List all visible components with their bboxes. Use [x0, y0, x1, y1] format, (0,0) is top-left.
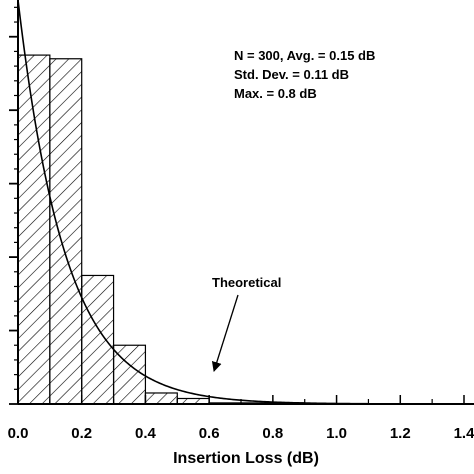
x-tick-label: 0.2 [71, 425, 92, 442]
x-axis-ticks: 0.0 0.2 0.4 0.6 0.8 1.0 1.2 1.4 [8, 395, 474, 442]
axes [17, 0, 474, 405]
histogram-bar [17, 54, 51, 405]
histogram-bars [17, 54, 306, 405]
x-tick-label: 0.8 [262, 425, 283, 442]
theoretical-label: Theoretical [212, 275, 281, 290]
histogram-bar [144, 392, 178, 405]
x-tick-label: 1.0 [326, 425, 347, 442]
x-tick-label: 1.2 [390, 425, 411, 442]
theoretical-arrow [211, 294, 239, 372]
histogram-bar [81, 274, 115, 405]
x-tick-label: 0.0 [8, 425, 29, 442]
x-axis-title: Insertion Loss (dB) [173, 450, 319, 467]
stats-line-2: Std. Dev. = 0.11 dB [234, 67, 349, 82]
stats-line-3: Max. = 0.8 dB [234, 86, 317, 101]
stats-line-1: N = 300, Avg. = 0.15 dB [234, 48, 375, 63]
x-tick-label: 0.4 [135, 425, 157, 442]
stats-box: N = 300, Avg. = 0.15 dB Std. Dev. = 0.11… [234, 48, 375, 101]
histogram-bar [49, 58, 83, 405]
x-tick-label: 1.4 [454, 425, 474, 442]
x-tick-label: 0.6 [199, 425, 220, 442]
y-axis-ticks [9, 6, 18, 405]
theoretical-annotation: Theoretical [211, 275, 281, 372]
